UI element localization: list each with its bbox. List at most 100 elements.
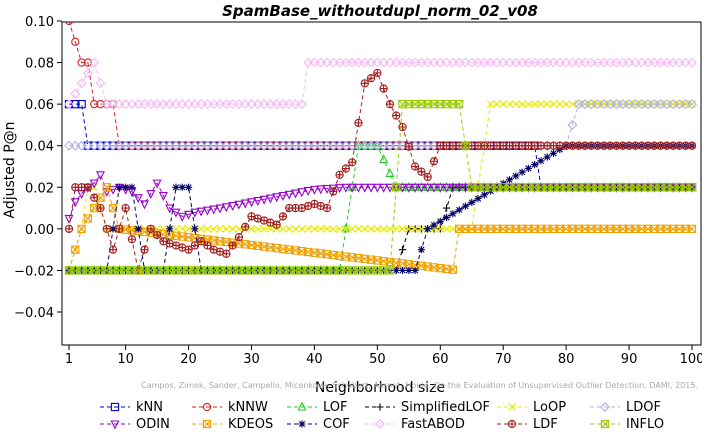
data-point <box>505 100 514 109</box>
data-point <box>486 224 495 234</box>
data-point <box>442 264 451 274</box>
data-point <box>335 224 344 233</box>
y-tick-label: 0.04 <box>25 140 54 155</box>
data-point <box>134 225 142 233</box>
data-point <box>247 198 256 208</box>
data-point <box>511 183 521 193</box>
data-point <box>266 219 274 227</box>
data-point <box>304 202 312 210</box>
data-point <box>310 200 319 208</box>
data-point <box>228 202 238 212</box>
data-point <box>77 266 86 275</box>
data-point <box>449 210 457 218</box>
data-point <box>473 183 483 192</box>
data-point <box>272 243 281 253</box>
data-point <box>216 224 225 233</box>
data-point <box>411 162 419 171</box>
data-point <box>549 183 559 193</box>
legend-item-knnw: kNNW <box>192 400 268 415</box>
series-ldf <box>64 68 697 275</box>
data-point <box>567 183 577 193</box>
legend-label: kNN <box>136 400 163 415</box>
data-point <box>536 183 546 193</box>
data-point <box>656 224 665 234</box>
data-point <box>209 266 218 275</box>
data-point <box>650 183 659 192</box>
data-point <box>379 257 388 266</box>
data-point <box>70 198 80 208</box>
data-point <box>329 266 338 275</box>
data-point <box>511 100 520 109</box>
data-point <box>216 248 224 256</box>
data-point <box>574 183 584 193</box>
data-point <box>643 183 653 192</box>
data-point <box>335 171 344 179</box>
data-point <box>536 100 545 109</box>
data-point <box>650 224 659 234</box>
data-point <box>404 224 413 233</box>
data-point <box>367 74 375 82</box>
data-point <box>109 246 117 254</box>
data-point <box>341 183 351 193</box>
data-point <box>511 224 520 234</box>
legend-marker <box>298 420 306 428</box>
data-point <box>417 246 426 254</box>
data-point <box>65 225 73 233</box>
data-point <box>373 69 381 77</box>
data-point <box>215 237 225 246</box>
data-point <box>297 266 306 275</box>
data-point <box>429 99 439 109</box>
data-point <box>234 266 244 275</box>
data-point <box>473 224 483 234</box>
data-point <box>593 183 602 192</box>
data-point <box>411 224 420 233</box>
data-point <box>310 248 319 257</box>
data-point <box>424 225 432 233</box>
data-point <box>649 183 659 193</box>
data-point <box>71 245 80 254</box>
data-point <box>436 99 445 109</box>
data-point <box>536 183 546 192</box>
data-point <box>260 216 268 225</box>
data-point <box>322 266 332 275</box>
data-point <box>423 262 432 271</box>
data-point <box>385 167 395 177</box>
data-point <box>77 58 86 67</box>
data-point <box>480 191 488 199</box>
data-point <box>505 183 514 193</box>
data-point <box>310 266 319 275</box>
data-point <box>360 183 370 193</box>
data-point <box>341 223 351 233</box>
data-point <box>278 244 288 254</box>
data-point <box>203 241 212 250</box>
data-point <box>77 224 86 234</box>
data-point <box>549 149 558 157</box>
data-point <box>392 258 401 267</box>
data-point <box>531 161 539 169</box>
data-point <box>317 202 325 210</box>
data-point <box>309 185 319 195</box>
data-point <box>435 183 445 193</box>
watermark-text: Campos, Zimek, Sander, Campello, Micenko… <box>141 381 698 390</box>
data-point <box>505 224 514 234</box>
data-point <box>322 184 332 194</box>
data-point <box>297 224 306 233</box>
data-point <box>197 224 206 233</box>
legend-marker <box>297 401 307 411</box>
data-point <box>109 225 117 233</box>
data-point <box>272 224 281 233</box>
data-point <box>128 235 136 243</box>
data-point <box>266 243 275 252</box>
legend-item-cof: COF <box>287 417 350 432</box>
data-point <box>517 224 527 234</box>
data-point <box>486 183 496 193</box>
data-point <box>360 266 369 275</box>
data-point <box>215 204 225 214</box>
data-point <box>436 217 444 225</box>
data-point <box>329 187 337 196</box>
data-point <box>247 266 256 275</box>
series-line <box>69 103 692 147</box>
y-tick-label: 0.10 <box>25 15 54 30</box>
data-point <box>417 261 426 270</box>
